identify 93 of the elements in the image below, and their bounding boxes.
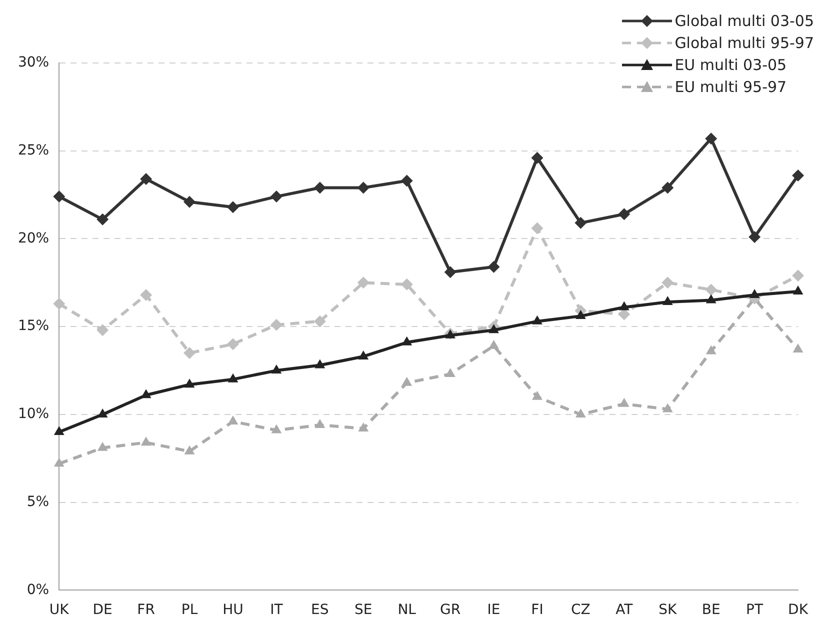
point bbox=[226, 338, 239, 350]
point bbox=[749, 288, 760, 298]
x-tick-label: NL bbox=[398, 602, 416, 618]
y-tick-label: 30% bbox=[18, 54, 50, 71]
point bbox=[96, 213, 109, 226]
point bbox=[576, 408, 586, 418]
point bbox=[662, 182, 674, 194]
point bbox=[357, 276, 370, 289]
y-tick-label: 10% bbox=[18, 406, 50, 422]
y-tick-label: 15% bbox=[18, 318, 50, 334]
point bbox=[445, 368, 456, 378]
point bbox=[357, 182, 370, 194]
point bbox=[54, 426, 64, 436]
y-tick-label: 5% bbox=[26, 494, 50, 510]
point bbox=[228, 373, 238, 382]
point bbox=[314, 315, 326, 328]
x-tick-label: HU bbox=[222, 602, 244, 618]
y-tick-label: 0% bbox=[26, 582, 50, 598]
point bbox=[96, 324, 109, 336]
point bbox=[140, 288, 152, 301]
point bbox=[53, 190, 66, 203]
point bbox=[402, 336, 412, 346]
point bbox=[226, 201, 239, 214]
point bbox=[358, 350, 369, 360]
point bbox=[444, 266, 456, 278]
point bbox=[748, 230, 761, 243]
point bbox=[618, 208, 630, 220]
point bbox=[140, 172, 152, 185]
x-tick-label: DK bbox=[788, 602, 809, 618]
point bbox=[228, 415, 238, 424]
point bbox=[184, 196, 196, 208]
legend-label: EU multi 95-97 bbox=[674, 78, 787, 96]
point bbox=[488, 324, 499, 334]
x-tick-label: PT bbox=[746, 602, 764, 618]
point bbox=[662, 296, 673, 305]
x-tick-label: PL bbox=[181, 602, 198, 618]
legend-label: EU multi 03-05 bbox=[674, 56, 787, 74]
point bbox=[358, 422, 369, 432]
point bbox=[140, 389, 152, 398]
point bbox=[270, 190, 282, 203]
point bbox=[184, 346, 196, 359]
x-tick-label: IT bbox=[270, 602, 284, 618]
x-tick-label: FR bbox=[137, 602, 156, 618]
point bbox=[314, 359, 326, 368]
point bbox=[97, 442, 108, 451]
x-tick-label: BE bbox=[702, 602, 720, 618]
point bbox=[54, 458, 64, 467]
point bbox=[792, 343, 804, 352]
point bbox=[402, 376, 412, 386]
point bbox=[705, 284, 718, 296]
x-tick-label: FI bbox=[531, 602, 544, 618]
point bbox=[532, 390, 542, 400]
point bbox=[532, 315, 542, 324]
point bbox=[792, 270, 804, 282]
point bbox=[184, 378, 195, 388]
point bbox=[705, 132, 718, 145]
point bbox=[576, 310, 586, 320]
point bbox=[184, 445, 195, 454]
point bbox=[574, 216, 587, 229]
point bbox=[271, 364, 282, 374]
x-tick-label: AT bbox=[616, 602, 634, 618]
point bbox=[792, 285, 804, 294]
x-tick-label: UK bbox=[49, 602, 70, 618]
y-tick-label: 25% bbox=[18, 142, 50, 159]
point bbox=[618, 398, 630, 407]
point bbox=[140, 436, 152, 446]
point bbox=[488, 340, 499, 349]
point bbox=[314, 419, 326, 428]
point bbox=[314, 182, 326, 194]
point bbox=[270, 318, 282, 331]
y-tick-label: 20% bbox=[18, 230, 50, 246]
x-tick-label: IE bbox=[487, 602, 500, 618]
legend-label: Global multi 95-97 bbox=[674, 34, 814, 52]
point bbox=[706, 294, 716, 304]
point bbox=[53, 298, 66, 310]
x-tick-label: SK bbox=[658, 602, 678, 618]
legend-label: Global multi 03-05 bbox=[674, 12, 814, 30]
point bbox=[706, 345, 716, 354]
point bbox=[400, 174, 413, 187]
point bbox=[662, 276, 674, 289]
point bbox=[531, 152, 544, 164]
point bbox=[400, 278, 413, 290]
x-tick-label: CZ bbox=[571, 602, 590, 618]
x-tick-label: ES bbox=[311, 602, 329, 618]
point bbox=[488, 260, 500, 273]
x-tick-label: DE bbox=[92, 602, 112, 618]
point bbox=[792, 169, 804, 182]
point bbox=[271, 424, 282, 434]
x-tick-label: GR bbox=[440, 602, 461, 618]
point bbox=[662, 403, 673, 412]
point bbox=[618, 301, 630, 310]
point bbox=[531, 222, 544, 234]
x-tick-label: SE bbox=[354, 602, 372, 618]
